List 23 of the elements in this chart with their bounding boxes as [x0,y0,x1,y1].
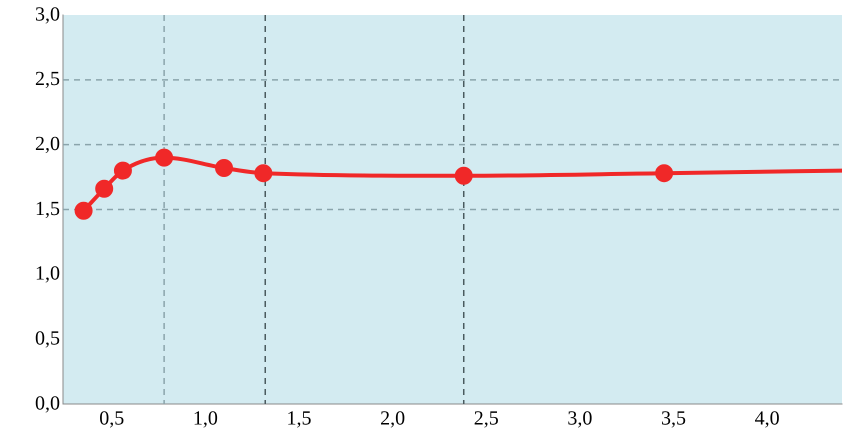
point [155,148,174,167]
y-tick-label: 0,0 [35,392,60,414]
x-tick-label: 1,0 [192,407,218,430]
point [95,180,114,198]
x-tick-label: 2,0 [380,407,406,430]
y-tick-label: 1,0 [35,262,60,285]
y-tick-label: 2,0 [35,132,60,155]
point [454,166,473,185]
x-tick-label: 0,5 [99,407,124,430]
x-tick-label: 2,5 [474,407,499,430]
point [655,164,674,182]
y-tick-label: 2,5 [35,68,60,90]
point [74,202,93,220]
y-tick-label: 0,5 [35,327,60,350]
y-tick-label: 3,0 [35,3,60,26]
point [114,162,132,180]
point [254,164,272,182]
y-tick-label: 1,5 [35,198,60,220]
x-tick-label: 3,5 [660,407,686,430]
x-tick-label: 1,5 [286,407,312,430]
x-tick-label: 3,0 [567,407,592,430]
point [215,159,234,178]
x-tick-label: 4,0 [754,407,780,430]
